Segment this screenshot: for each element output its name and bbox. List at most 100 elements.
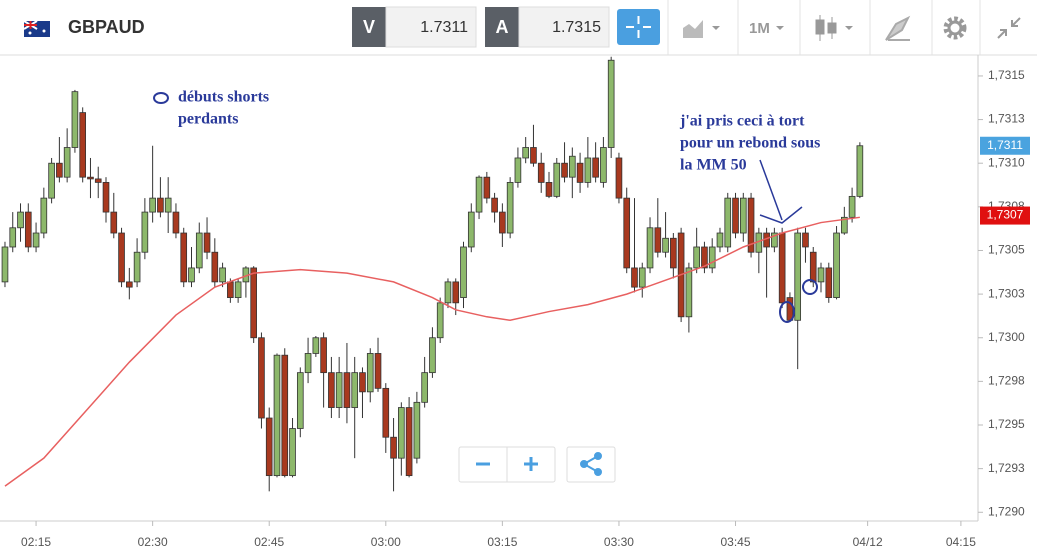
candle-body xyxy=(390,436,397,459)
candle-body xyxy=(568,155,576,178)
settings-button[interactable] xyxy=(943,16,967,40)
candle-body xyxy=(195,232,203,269)
y-tick-label: 1,7298 xyxy=(988,374,1025,388)
zoom-controls xyxy=(458,446,616,483)
x-tick-label: 02:45 xyxy=(254,535,284,549)
candle-body xyxy=(1,246,9,283)
candle-body xyxy=(94,178,102,183)
candle-body xyxy=(576,162,584,183)
candle-body xyxy=(180,232,188,283)
moving-average-line xyxy=(4,216,860,487)
buy-price-box[interactable] xyxy=(518,6,610,48)
sell-price-box[interactable] xyxy=(385,6,477,48)
share-button[interactable] xyxy=(566,446,616,483)
symbol: GBPAUD xyxy=(68,17,145,37)
candle-body xyxy=(778,232,786,304)
candle-body xyxy=(343,372,351,408)
sell-button[interactable] xyxy=(352,7,386,47)
sell-label[interactable]: V xyxy=(363,17,375,37)
crosshair-button[interactable] xyxy=(617,9,660,45)
candle-body xyxy=(335,372,343,408)
candle-body xyxy=(289,428,296,477)
annotation-arrow xyxy=(759,159,803,224)
candle-body xyxy=(483,176,491,199)
x-tick-label: 04/12 xyxy=(853,535,883,549)
share-icon[interactable] xyxy=(580,452,602,476)
candle-body xyxy=(110,211,118,234)
candle-body xyxy=(817,267,825,283)
candle-body xyxy=(514,157,522,183)
candle-body xyxy=(234,281,242,298)
candle-body xyxy=(545,182,553,197)
candle-body xyxy=(141,211,149,253)
toolbar-separators xyxy=(667,0,981,55)
candle-body xyxy=(841,216,848,234)
candle-body xyxy=(118,232,125,283)
price-badge-label: 1,7311 xyxy=(987,138,1023,152)
candle-body xyxy=(304,353,312,374)
candle-body xyxy=(708,246,716,269)
candle-body xyxy=(499,211,506,234)
candle-body xyxy=(56,162,63,178)
candle-body xyxy=(32,232,40,248)
candle-body xyxy=(398,407,405,459)
candle-body xyxy=(359,372,366,393)
candle-body xyxy=(670,237,677,269)
candle-body xyxy=(436,302,444,339)
candle-body xyxy=(460,246,467,298)
candle-body xyxy=(421,372,428,403)
candle-body xyxy=(771,232,778,248)
candle-body xyxy=(732,197,739,234)
candle-body xyxy=(467,211,475,248)
chart-type-button[interactable] xyxy=(683,20,720,38)
price-badge xyxy=(980,206,1030,225)
x-tick-label: 03:00 xyxy=(371,535,401,549)
candle-body xyxy=(172,211,180,234)
annotation-ellipse xyxy=(153,92,169,104)
timeframe-caret[interactable] xyxy=(776,26,784,30)
candle-body xyxy=(374,353,382,389)
candle-body xyxy=(561,162,568,178)
candle-body xyxy=(273,354,281,477)
candle-body xyxy=(219,267,226,283)
x-tick-label: 03:15 xyxy=(487,535,517,549)
candle-body xyxy=(413,401,421,459)
annotation-text: pour un rebond sous xyxy=(680,135,820,152)
candle-body xyxy=(646,227,654,269)
candle-body xyxy=(296,372,304,429)
sell-price[interactable]: 1.7311 xyxy=(420,19,468,36)
candle-body xyxy=(40,197,48,234)
candle-type-button[interactable] xyxy=(815,15,853,41)
candle-body xyxy=(662,237,669,253)
timeframe[interactable]: 1M xyxy=(749,20,770,37)
candle-body xyxy=(48,162,55,199)
candle-body xyxy=(654,227,662,253)
candle-body xyxy=(724,197,732,248)
buy-label[interactable]: A xyxy=(496,17,509,37)
draw-tool-button[interactable] xyxy=(885,15,911,41)
candle-body xyxy=(126,281,133,288)
candle-body xyxy=(522,147,529,159)
candle-body xyxy=(281,354,289,477)
candle-body xyxy=(351,372,359,408)
y-tick-label: 1,7313 xyxy=(988,112,1025,126)
candle-body xyxy=(739,197,747,234)
buy-price[interactable]: 1.7315 xyxy=(552,19,601,36)
candle-body xyxy=(102,182,110,213)
candle-body xyxy=(848,195,856,218)
candle-body xyxy=(250,267,257,339)
candle-body xyxy=(71,91,79,148)
candle-body xyxy=(17,211,24,229)
candle-body xyxy=(701,246,708,269)
collapse-button[interactable] xyxy=(997,17,1021,39)
y-tick-label: 1,7295 xyxy=(988,417,1025,431)
candle-body xyxy=(157,197,164,213)
annotation-text: perdants xyxy=(178,111,238,128)
candle-body xyxy=(607,59,615,148)
zoom-in-button[interactable] xyxy=(524,457,538,471)
candle-body xyxy=(475,176,483,213)
candle-body xyxy=(833,232,840,298)
buy-button[interactable] xyxy=(485,7,519,47)
flag-icon xyxy=(23,20,50,37)
